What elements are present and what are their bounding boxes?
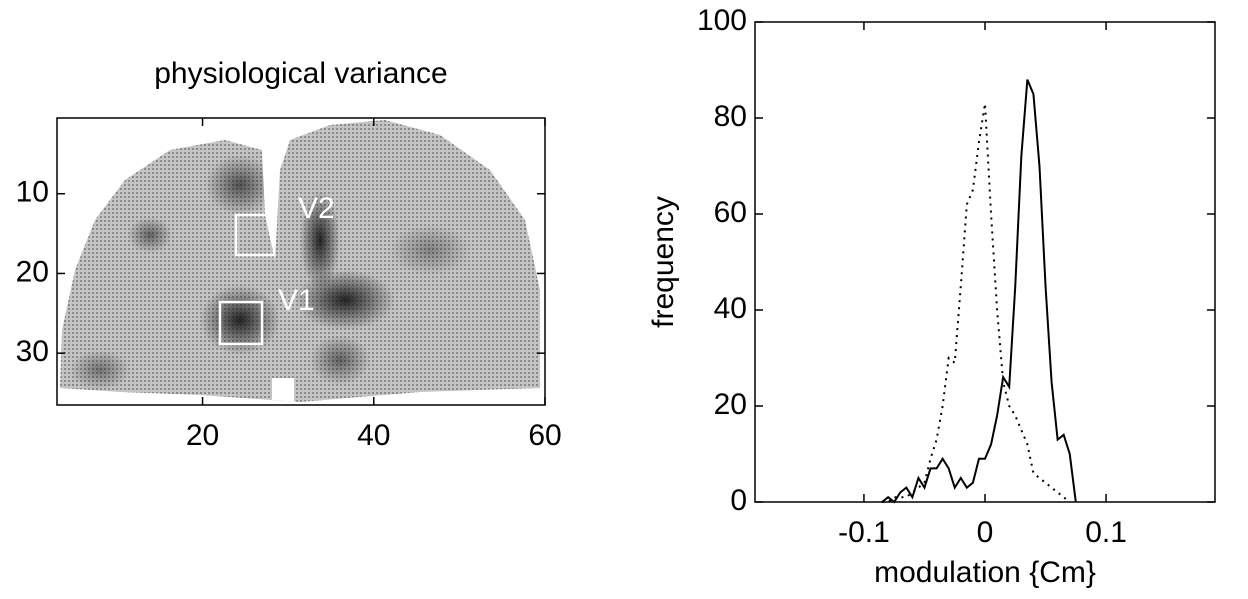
y-tick-label: 20 (714, 388, 747, 421)
y-tick-label: 10 (16, 176, 49, 209)
data-line (882, 103, 1071, 503)
y-tick-label: 40 (714, 292, 747, 325)
y-tick-label: 20 (16, 255, 49, 288)
x-tick-label: 40 (357, 419, 390, 452)
chart-title: physiological variance (154, 57, 448, 90)
y-tick-label: 60 (714, 196, 747, 229)
x-tick-label: 20 (186, 419, 219, 452)
x-axis-label: modulation {Cm} (874, 556, 1096, 589)
roi-box (234, 213, 276, 257)
variance-map (60, 120, 540, 402)
roi-box (218, 300, 264, 346)
annotation: V2 (298, 192, 335, 225)
y-tick-label: 100 (697, 4, 747, 37)
axes-frame (56, 117, 546, 406)
x-tick-label: 0 (977, 516, 994, 549)
x-tick-label: 60 (528, 419, 561, 452)
y-axis-label: frequency (647, 196, 680, 328)
y-tick-label: 30 (16, 335, 49, 368)
y-tick-label: 80 (714, 100, 747, 133)
y-tick-label: 0 (730, 484, 747, 517)
axes-frame (754, 21, 1216, 503)
x-tick-label: 0.1 (1085, 516, 1127, 549)
annotation: V1 (278, 284, 315, 317)
x-tick-label: -0.1 (838, 516, 890, 549)
